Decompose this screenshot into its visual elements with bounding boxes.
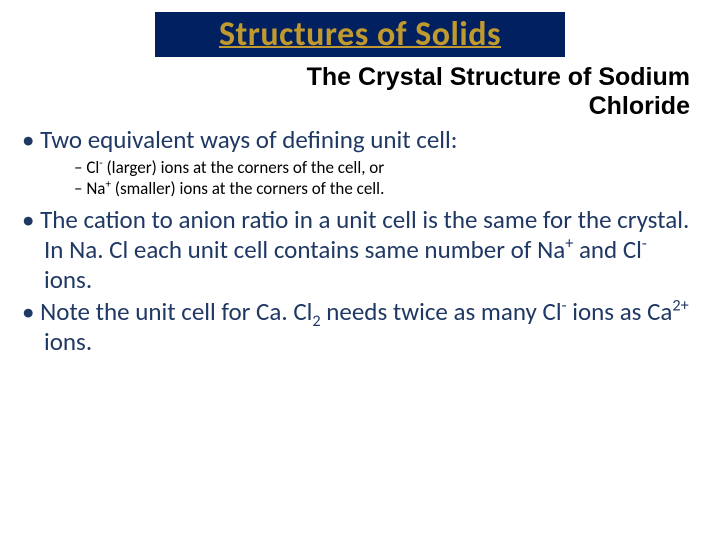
slide-subtitle: The Crystal Structure of Sodium Chloride <box>20 63 700 121</box>
slide-title: Structures of Solids <box>219 14 501 55</box>
bullet-list: Two equivalent ways of defining unit cel… <box>20 125 700 358</box>
sub1-b: (larger) ions at the corners of the cell… <box>103 157 385 178</box>
b3-a: Note the unit cell for Ca. Cl <box>40 296 312 327</box>
b3-sub1: 2 <box>312 312 320 331</box>
bullet-1-text: Two equivalent ways of defining unit cel… <box>40 124 457 155</box>
bullet-1-sublist: Cl- (larger) ions at the corners of the … <box>44 157 700 200</box>
b3-c: ions as Ca <box>567 296 673 327</box>
subtitle-line-1: The Crystal Structure of Sodium <box>307 63 690 91</box>
b2-c: ions. <box>44 264 92 295</box>
b3-d: ions. <box>44 326 92 357</box>
slide: Structures of Solids The Crystal Structu… <box>0 0 720 540</box>
subtitle-line-2: Chloride <box>589 92 690 120</box>
sub1-a: Cl <box>86 157 99 178</box>
title-banner: Structures of Solids <box>155 12 565 57</box>
sub2-a: Na <box>86 178 105 199</box>
bullet-2: The cation to anion ratio in a unit cell… <box>22 205 700 295</box>
bullet-1-sub-1: Cl- (larger) ions at the corners of the … <box>74 157 700 178</box>
sub2-b: (smaller) ions at the corners of the cel… <box>111 178 384 199</box>
b3-sup2: 2+ <box>672 297 688 316</box>
bullet-3: Note the unit cell for Ca. Cl2 needs twi… <box>22 297 700 357</box>
bullet-1-sub-2: Na+ (smaller) ions at the corners of the… <box>74 178 700 199</box>
b2-b: and Cl <box>573 234 642 265</box>
b3-b: needs twice as many Cl <box>321 296 562 327</box>
bullet-1: Two equivalent ways of defining unit cel… <box>22 125 700 200</box>
b2-sup2: - <box>642 235 647 254</box>
